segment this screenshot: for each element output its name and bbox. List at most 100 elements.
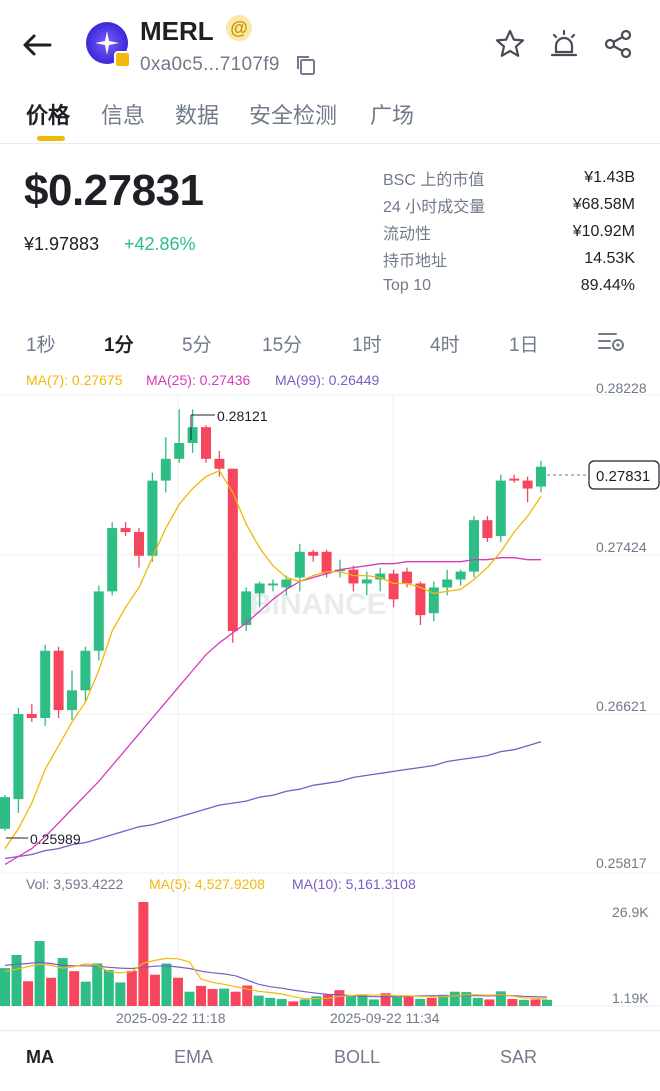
back-arrow-icon[interactable] bbox=[20, 28, 54, 62]
candle-body bbox=[134, 532, 144, 556]
volume-bar bbox=[276, 999, 287, 1006]
chain-badge-icon bbox=[114, 51, 131, 68]
x-axis-label: 2025-09-22 11:18 bbox=[116, 1010, 226, 1026]
binance-watermark: BINANCE bbox=[250, 588, 387, 621]
interval-selector: 1秒 1分 5分 15分 1时 4时 1日 bbox=[0, 318, 660, 364]
candle-body bbox=[375, 573, 386, 580]
tab-security[interactable]: 安全检测 bbox=[249, 103, 338, 128]
volume-bar bbox=[0, 968, 10, 1006]
tab-price[interactable]: 价格 bbox=[26, 103, 71, 128]
indicator-ma[interactable]: MA bbox=[26, 1047, 54, 1067]
volume-bar bbox=[311, 996, 322, 1006]
candle-body bbox=[455, 571, 466, 580]
candle-body bbox=[26, 714, 37, 719]
token-name: MERL bbox=[140, 16, 214, 46]
volume-bar bbox=[507, 999, 518, 1006]
volume-bar bbox=[172, 977, 183, 1006]
candle-body bbox=[442, 579, 453, 588]
candle-body bbox=[268, 583, 278, 586]
indicator-ema[interactable]: EMA bbox=[174, 1047, 214, 1067]
ma25-legend: MA(25): 0.27436 bbox=[146, 372, 251, 388]
candle-body bbox=[187, 427, 198, 444]
contract-address[interactable]: 0xa0c5...7107f9 bbox=[140, 54, 280, 75]
share-icon[interactable] bbox=[602, 28, 634, 60]
candlestick-chart[interactable]: BINANCE 0.28228 0.27424 0.26621 0.25817 … bbox=[0, 0, 660, 1030]
candle-body bbox=[241, 591, 252, 626]
chart-settings-icon[interactable] bbox=[596, 326, 626, 356]
volume-bar bbox=[357, 994, 368, 1006]
interval-1d[interactable]: 1日 bbox=[509, 335, 539, 356]
volume-bar bbox=[138, 902, 149, 1006]
volume-bar bbox=[403, 996, 414, 1006]
volume-bar bbox=[219, 988, 230, 1006]
candle-body bbox=[495, 480, 506, 536]
indicator-boll[interactable]: BOLL bbox=[334, 1047, 381, 1067]
ma25-line bbox=[4, 557, 541, 865]
interval-5m[interactable]: 5分 bbox=[182, 335, 212, 356]
stat-row: 流动性 ¥10.92M bbox=[383, 218, 635, 245]
candle-body bbox=[227, 468, 238, 631]
high-price-label: 0.28121 bbox=[217, 408, 268, 424]
active-tab-indicator bbox=[37, 136, 65, 141]
stat-value: 89.44% bbox=[580, 276, 635, 294]
interval-1m[interactable]: 1分 bbox=[104, 335, 134, 356]
candle-body bbox=[281, 579, 292, 588]
candle-body bbox=[80, 650, 91, 691]
volume-bar bbox=[46, 977, 57, 1006]
volume-bar bbox=[69, 971, 80, 1006]
volume-bar bbox=[518, 999, 529, 1006]
x-axis-label: 2025-09-22 11:34 bbox=[330, 1010, 440, 1026]
candle-body bbox=[214, 458, 225, 469]
low-price-label: 0.25989 bbox=[30, 831, 81, 847]
star-icon[interactable] bbox=[494, 28, 526, 60]
volume-bar bbox=[461, 992, 472, 1006]
y-axis-label: 0.27424 bbox=[596, 539, 647, 555]
candle-body bbox=[120, 528, 131, 533]
stat-row: 24 小时成交量 ¥68.58M bbox=[383, 191, 635, 218]
copy-icon[interactable] bbox=[294, 53, 318, 77]
interval-15m[interactable]: 15分 bbox=[262, 335, 303, 356]
tab-info[interactable]: 信息 bbox=[101, 103, 146, 128]
alert-bell-icon[interactable] bbox=[548, 28, 580, 60]
tab-square[interactable]: 广场 bbox=[370, 103, 415, 128]
volume-bar bbox=[288, 1001, 299, 1006]
volume-bar bbox=[449, 991, 460, 1006]
candle-body bbox=[160, 458, 171, 481]
stat-label: 流动性 bbox=[383, 225, 432, 243]
interval-1h[interactable]: 1时 bbox=[352, 335, 382, 356]
volume-bar bbox=[34, 941, 45, 1006]
interval-4h[interactable]: 4时 bbox=[430, 335, 460, 356]
volume-axis-label: 1.19K bbox=[612, 990, 649, 1006]
candle-body bbox=[201, 427, 211, 459]
at-icon[interactable]: @ bbox=[226, 15, 252, 41]
price-usd: $0.27831 bbox=[24, 166, 204, 215]
candle-body bbox=[522, 480, 533, 489]
candle-body bbox=[428, 587, 439, 614]
price-cny: ¥1.97883 bbox=[24, 234, 100, 254]
vol-ma10-legend: MA(10): 5,161.3108 bbox=[292, 876, 416, 892]
candle-body bbox=[469, 520, 479, 572]
volume-bar bbox=[230, 991, 241, 1006]
indicator-sar[interactable]: SAR bbox=[500, 1047, 538, 1067]
token-stats: BSC 上的市值 ¥1.43B 24 小时成交量 ¥68.58M 流动性 ¥10.92… bbox=[383, 164, 635, 299]
ma99-line bbox=[4, 741, 542, 860]
stat-row: Top 10 89.44% bbox=[383, 272, 635, 299]
current-price-label: 0.27831 bbox=[596, 468, 650, 485]
candle-body bbox=[13, 714, 24, 800]
candle-body bbox=[0, 797, 10, 829]
volume-bar bbox=[80, 981, 91, 1006]
volume-bar bbox=[334, 990, 345, 1006]
candle-body bbox=[107, 528, 118, 592]
candle-body bbox=[308, 551, 319, 556]
interval-1s[interactable]: 1秒 bbox=[26, 335, 56, 356]
tab-data[interactable]: 数据 bbox=[175, 103, 220, 128]
candle-body bbox=[147, 480, 158, 556]
volume-bar bbox=[322, 994, 333, 1006]
vol-ma5-legend: MA(5): 4,527.9208 bbox=[149, 876, 265, 892]
price-change: +42.86% bbox=[124, 234, 196, 254]
candle-body bbox=[67, 690, 77, 711]
stat-label: BSC 上的市值 bbox=[383, 171, 485, 189]
candle-body bbox=[415, 583, 426, 616]
candle-body bbox=[402, 571, 412, 584]
volume-bar bbox=[426, 997, 437, 1006]
